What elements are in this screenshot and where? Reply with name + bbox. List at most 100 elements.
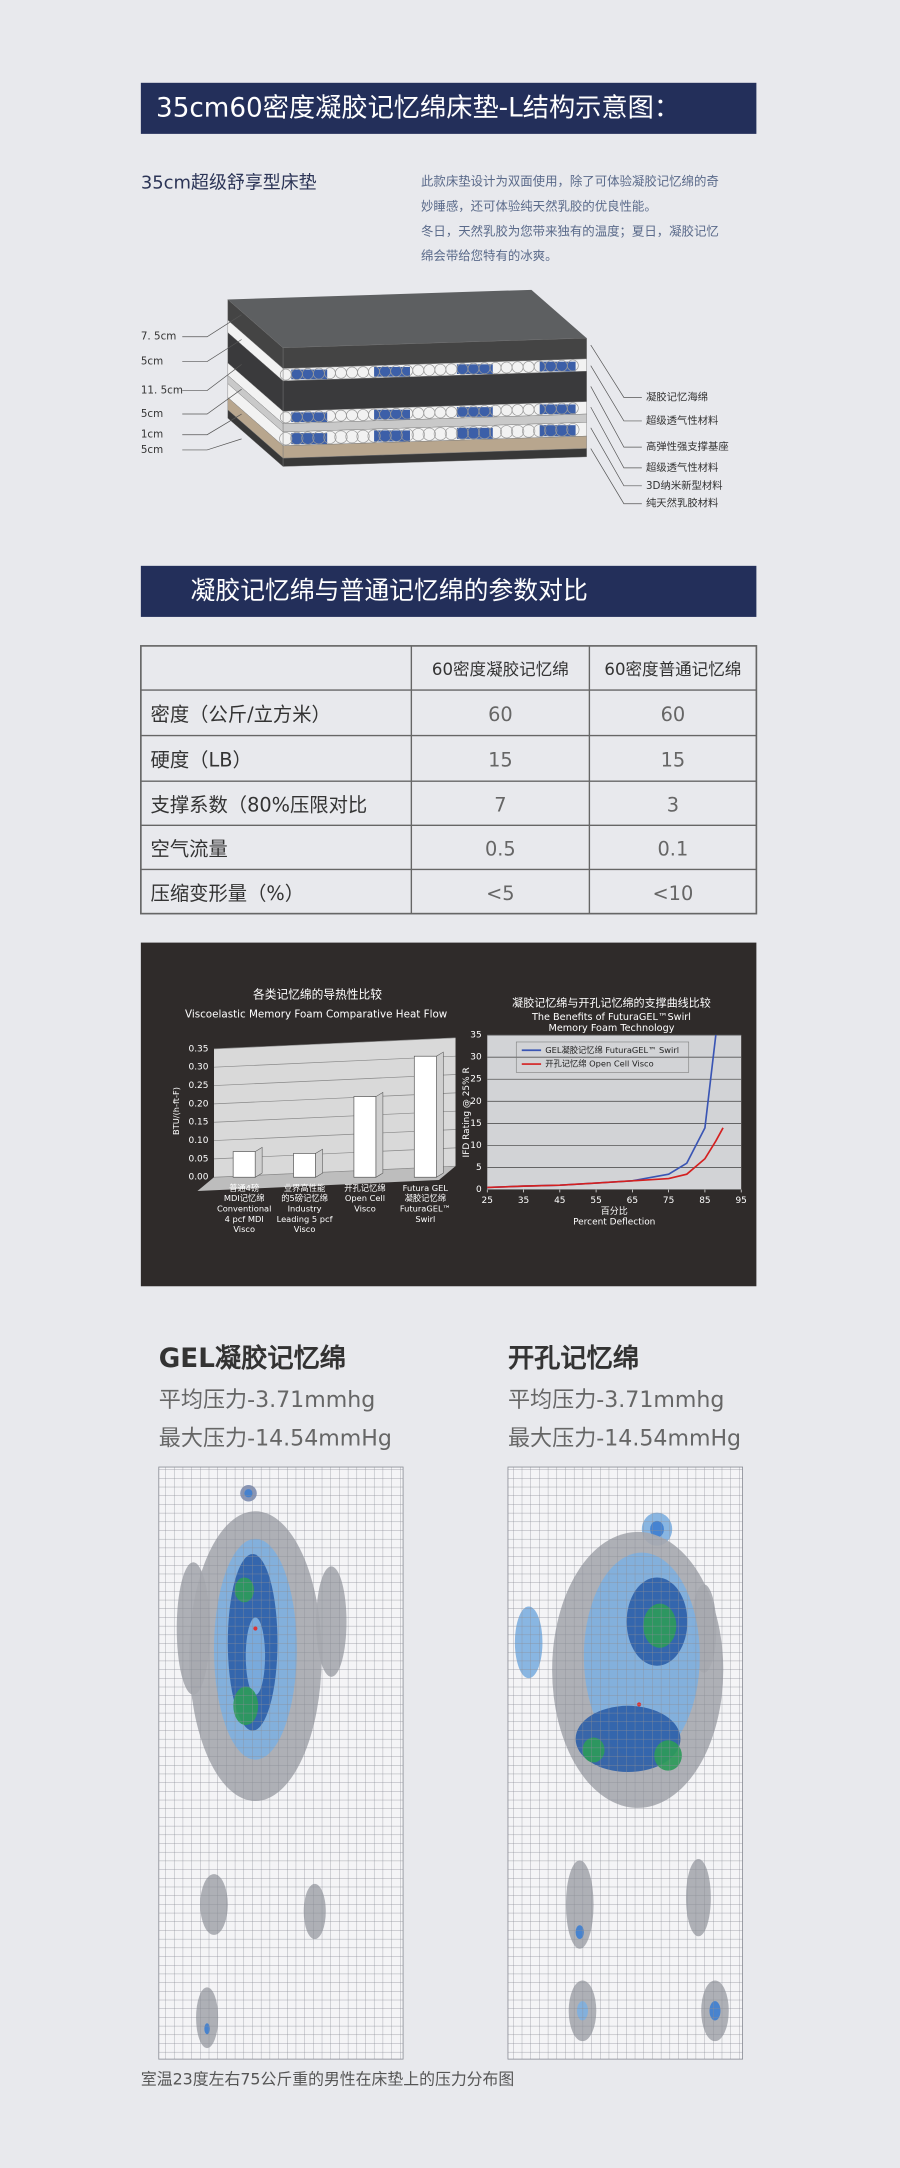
y-tick-label: 20 [470, 1097, 482, 1107]
y-tick-label: 35 [470, 1031, 481, 1041]
coil-pad [374, 430, 410, 442]
table-cell: 0.1 [658, 838, 689, 861]
chart-title: 各类记忆绵的导热性比较 [253, 988, 382, 1002]
mattress-diagram: 7. 5cm 5cm 11. 5cm 5cm 1cm 5cm 凝胶记忆海绵超级透气性材料高弹… [141, 289, 729, 510]
y-axis-label: IFD Rating @ 25% R [462, 1067, 472, 1157]
thickness-label: 7. 5cm [141, 331, 177, 343]
x-tick-label: FuturaGEL™ [400, 1203, 451, 1213]
coil [279, 432, 293, 446]
plot-wall [214, 1037, 456, 1178]
coil-pad [539, 404, 576, 415]
chart-subtitle: Viscoelastic Memory Foam Comparative Hea… [185, 1008, 448, 1020]
chart-subtitle: Memory Foam Technology [548, 1023, 674, 1034]
bar-side [375, 1091, 384, 1178]
row-label: 压缩变形量（%） [151, 882, 305, 905]
charts: 各类记忆绵的导热性比较 Viscoelastic Memory Foam Comp… [171, 988, 747, 1235]
column-header: 60密度普通记忆绵 [604, 660, 741, 679]
y-tick-label: 0.25 [188, 1081, 208, 1091]
x-tick-label: 55 [590, 1196, 601, 1206]
x-tick-label: Visco [233, 1224, 255, 1234]
bar-side [315, 1148, 323, 1178]
coil [533, 424, 547, 438]
description-line: 此款床垫设计为双面使用，除了可体验凝胶记忆绵的奇 [421, 174, 719, 189]
x-tick-label: Futura GEL [403, 1183, 449, 1193]
grid-line [213, 1037, 456, 1050]
y-axis-label: BTU/(h-ft-F) [171, 1087, 181, 1135]
map-stat: 平均压力-3.71mmhg [159, 1388, 375, 1413]
coil-pad [291, 412, 328, 423]
x-tick-label: Visco [354, 1203, 376, 1213]
map-stat: 最大压力-14.54mmHg [159, 1426, 392, 1451]
material-label: 超级透气性材料 [646, 414, 718, 427]
map-grid [507, 1466, 743, 2060]
leader-line [590, 448, 642, 505]
coil [422, 427, 436, 441]
y-tick-label: 0.05 [188, 1154, 208, 1164]
leader-line [590, 365, 642, 422]
y-tick-label: 0.15 [188, 1118, 208, 1128]
table-cell: 60 [488, 703, 513, 726]
coil [488, 425, 503, 439]
map-stat: 最大压力-14.54mmHg [508, 1426, 741, 1451]
plot-floor [197, 1166, 456, 1192]
coil-pad [374, 366, 410, 377]
x-tick-label: 普通4磅 [229, 1183, 259, 1193]
y-tick-label: 5 [476, 1163, 482, 1173]
coil-pad [539, 425, 576, 437]
leader-line [590, 427, 642, 487]
y-tick-label: 0.30 [188, 1063, 208, 1073]
coil [466, 426, 481, 440]
thickness-label: 5cm [141, 356, 163, 368]
map-stat: 平均压力-3.71mmhg [508, 1388, 724, 1413]
y-tick-label: 10 [470, 1141, 482, 1151]
coil [334, 430, 348, 444]
chart-title: 凝胶记忆绵与开孔记忆绵的支撑曲线比较 [512, 995, 711, 1009]
leader-line [182, 364, 242, 391]
map-title: GEL凝胶记忆绵 [159, 1343, 346, 1374]
material-label: 超级透气性材料 [646, 461, 718, 474]
table-cell: <10 [653, 882, 694, 905]
column-header: 60密度凝胶记忆绵 [432, 660, 569, 679]
x-tick-label: Leading 5 pcf [277, 1214, 334, 1224]
thickness-label: 5cm [141, 408, 163, 420]
y-tick-label: 0.10 [188, 1136, 208, 1146]
x-tick-label: 的5磅记忆绵 [281, 1193, 328, 1203]
coil [378, 429, 392, 443]
x-tick-label: 4 pcf MDI [225, 1214, 264, 1224]
layer-top [227, 289, 587, 348]
coil [290, 431, 304, 445]
x-tick-label: Conventional [217, 1203, 271, 1213]
thickness-label: 5cm [141, 444, 163, 456]
coil [566, 359, 579, 372]
table-cell: 60 [661, 703, 686, 726]
coil-pad [456, 364, 493, 374]
coil [477, 425, 492, 440]
y-tick-label: 0 [476, 1185, 482, 1195]
bar [232, 1151, 256, 1178]
coil-pad [456, 407, 493, 417]
leader-line [182, 314, 242, 338]
table-cell: 0.5 [485, 838, 516, 861]
bar [353, 1096, 377, 1178]
leader-line [182, 438, 242, 451]
coil [356, 429, 370, 443]
bar-side [254, 1146, 263, 1178]
section-title: 凝胶记忆绵与普通记忆绵的参数对比 [191, 576, 588, 605]
row-label: 支撑系数（80%压限对比 [151, 793, 368, 816]
table-cell: 7 [494, 793, 506, 816]
row-label: 密度（公斤/立方米） [151, 703, 331, 726]
chart-subtitle: The Benefits of FuturaGEL™Swirl [531, 1012, 691, 1023]
coil [544, 423, 558, 437]
coil [323, 430, 337, 444]
section-title: 35cm60密度凝胶记忆绵床垫-L结构示意图： [156, 94, 680, 124]
x-tick-label: 95 [735, 1196, 746, 1206]
material-label: 凝胶记忆海绵 [646, 390, 708, 403]
coil [500, 425, 514, 439]
legend-label: 开孔记忆绵 Open Cell Visco [545, 1059, 653, 1069]
coil [345, 430, 359, 444]
coil [367, 429, 381, 443]
x-axis-label: 百分比 [601, 1205, 628, 1217]
x-tick-label: MDI记忆绵 [224, 1193, 265, 1203]
